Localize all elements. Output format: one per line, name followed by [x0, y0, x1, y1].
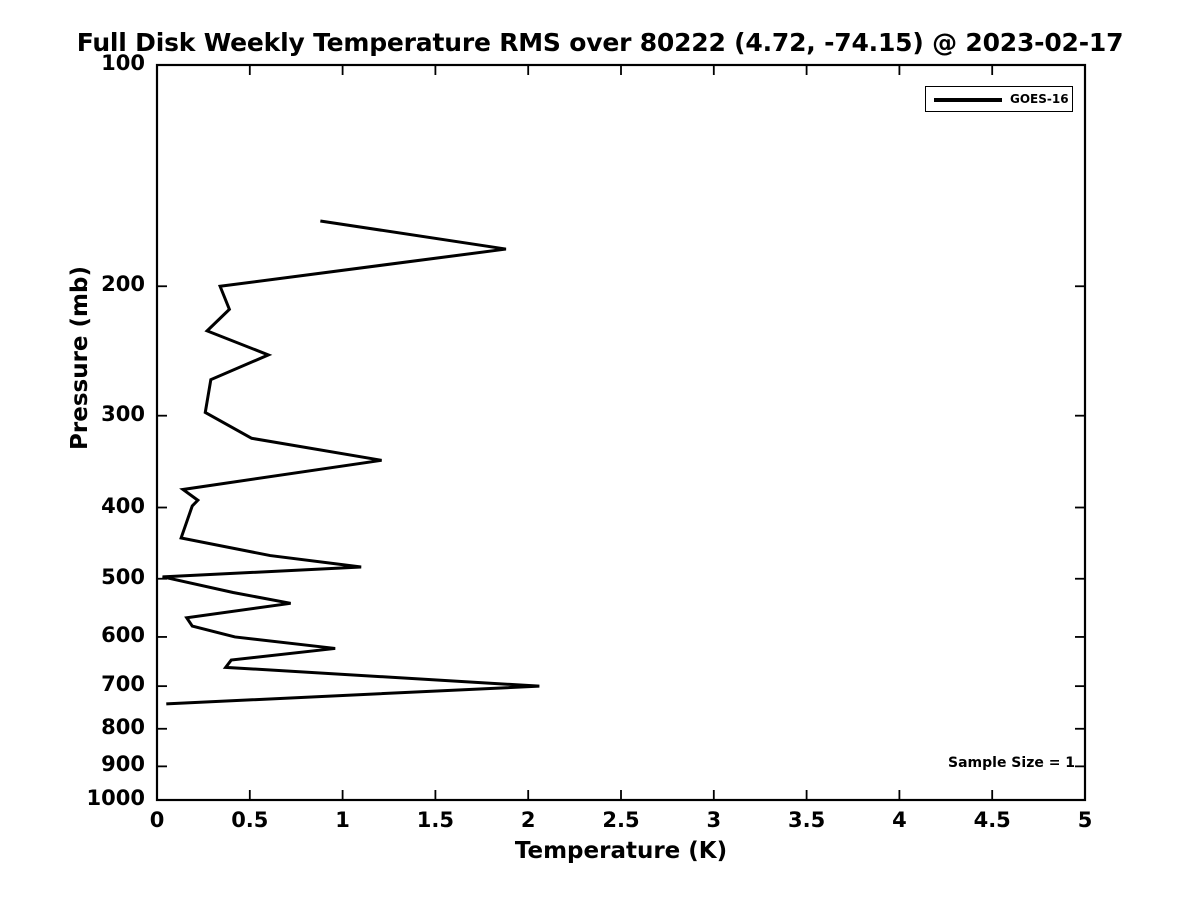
x-tick-label-0.5: 0.5 — [231, 808, 269, 832]
series-line-0 — [162, 219, 540, 706]
y-tick-label-800: 800 — [101, 714, 145, 739]
x-tick-label-4: 4 — [892, 808, 907, 832]
chart-title: Full Disk Weekly Temperature RMS over 80… — [76, 28, 1124, 57]
x-tick-label-1.5: 1.5 — [416, 808, 454, 832]
x-tick-label-1: 1 — [335, 808, 350, 832]
x-tick-label-2: 2 — [520, 808, 536, 832]
y-tick-label-1000: 1000 — [86, 786, 145, 810]
y-tick-label-300: 300 — [101, 401, 145, 426]
x-tick-label-2.5: 2.5 — [602, 808, 640, 832]
x-tick-label-5: 5 — [1077, 808, 1093, 832]
y-tick-label-500: 500 — [101, 564, 145, 589]
x-axis-label: Temperature (K) — [514, 838, 728, 864]
y-tick-label-100: 100 — [101, 51, 145, 75]
sample-size-annotation: Sample Size = 1 — [948, 755, 1076, 771]
y-tick-label-600: 600 — [101, 622, 145, 647]
y-tick-label-700: 700 — [101, 672, 145, 697]
x-tick-label-4.5: 4.5 — [973, 808, 1011, 832]
x-tick-label-0: 0 — [149, 808, 165, 832]
x-tick-label-3.5: 3.5 — [787, 808, 826, 832]
axis-frame — [155, 63, 1087, 802]
y-tick-label-200: 200 — [101, 272, 145, 297]
legend: GOES-16 — [925, 86, 1073, 112]
legend-label-goes-16: GOES-16 — [1010, 92, 1069, 106]
legend-line-swatch-goes-16 — [934, 98, 1002, 102]
x-tick-label-3: 3 — [706, 808, 722, 832]
y-tick-label-400: 400 — [101, 493, 145, 518]
y-tick-label-900: 900 — [101, 752, 145, 777]
